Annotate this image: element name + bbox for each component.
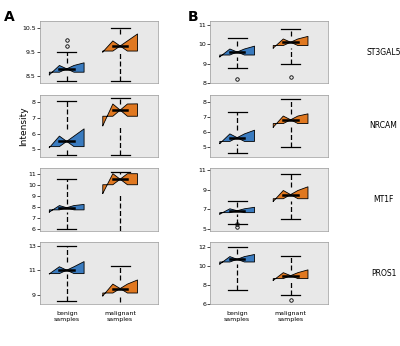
Text: A: A — [4, 10, 15, 24]
Text: B: B — [188, 10, 199, 24]
Polygon shape — [273, 187, 308, 201]
Polygon shape — [220, 46, 254, 57]
Polygon shape — [49, 204, 84, 212]
Y-axis label: ST3GAL5: ST3GAL5 — [366, 47, 400, 56]
Polygon shape — [273, 114, 308, 127]
Polygon shape — [220, 207, 254, 214]
Polygon shape — [103, 34, 138, 52]
Polygon shape — [273, 270, 308, 281]
Polygon shape — [220, 255, 254, 264]
Polygon shape — [103, 174, 138, 193]
Y-axis label: NRCAM: NRCAM — [370, 121, 398, 130]
Polygon shape — [103, 104, 138, 126]
Y-axis label: MT1F: MT1F — [373, 195, 394, 204]
Polygon shape — [273, 36, 308, 48]
Polygon shape — [103, 280, 138, 296]
Polygon shape — [49, 63, 84, 75]
Polygon shape — [220, 130, 254, 144]
Y-axis label: PROS1: PROS1 — [371, 269, 396, 278]
Y-axis label: Intensity: Intensity — [19, 106, 28, 146]
Polygon shape — [49, 262, 84, 274]
Polygon shape — [49, 129, 84, 148]
